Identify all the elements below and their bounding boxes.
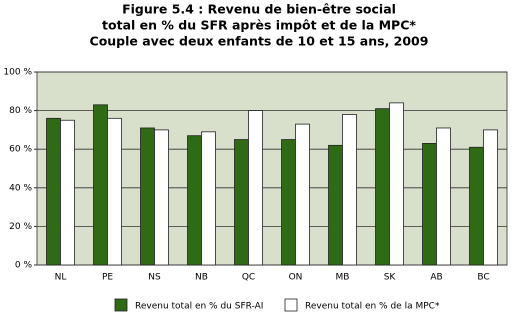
bar <box>248 110 263 266</box>
bar <box>422 143 437 266</box>
y-tick-label: 0 % <box>15 261 33 271</box>
bar <box>469 146 484 266</box>
x-tick-label: NS <box>148 273 161 283</box>
legend-swatch <box>114 298 128 312</box>
legend-swatch <box>284 298 298 312</box>
y-tick-label: 20 % <box>9 222 32 232</box>
x-tick-label: QC <box>242 273 255 283</box>
bar <box>295 123 310 266</box>
bar <box>154 129 169 266</box>
bar <box>46 117 61 266</box>
y-tick-label: 60 % <box>9 145 32 155</box>
bar <box>107 117 122 266</box>
legend-label: Revenu total en % du SFR-AI <box>135 302 263 312</box>
y-tick-label: 40 % <box>9 183 32 193</box>
bar <box>201 131 216 266</box>
x-tick-label: MB <box>336 273 350 283</box>
chart-title: Figure 5.4 : Revenu de bien-être social <box>122 2 396 17</box>
x-tick-label: ON <box>289 273 303 283</box>
bar <box>389 102 404 266</box>
bar <box>187 135 202 266</box>
x-tick-label: SK <box>384 273 397 283</box>
bar <box>93 104 108 266</box>
bar <box>436 127 451 266</box>
x-tick-label: NL <box>55 273 67 283</box>
bar <box>281 139 296 266</box>
bar <box>342 114 357 266</box>
bar <box>483 129 498 266</box>
bar <box>140 127 155 266</box>
x-tick-label: BC <box>477 273 489 283</box>
bar <box>60 119 75 266</box>
x-tick-label: AB <box>430 273 442 283</box>
chart-title: total en % du SFR après impôt et de la M… <box>102 18 416 33</box>
x-tick-label: PE <box>102 273 113 283</box>
chart-title: Couple avec deux enfants de 10 et 15 ans… <box>90 34 429 49</box>
legend-label: Revenu total en % de la MPC* <box>305 302 440 312</box>
bar <box>234 139 249 266</box>
bar <box>328 144 343 266</box>
y-tick-label: 80 % <box>9 106 32 116</box>
x-tick-label: NB <box>195 273 208 283</box>
bar <box>375 108 390 266</box>
y-tick-label: 100 % <box>3 68 32 78</box>
